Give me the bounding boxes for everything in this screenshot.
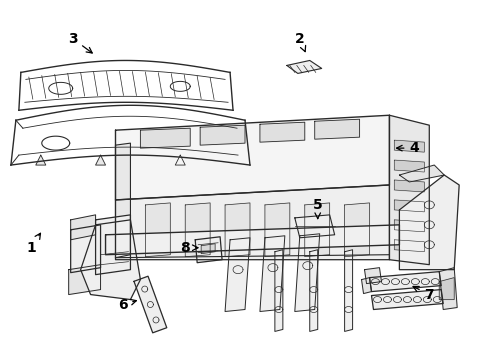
Polygon shape	[264, 203, 289, 257]
Text: 1: 1	[26, 233, 41, 255]
Polygon shape	[294, 215, 334, 238]
Text: 7: 7	[412, 287, 433, 302]
Polygon shape	[260, 236, 285, 311]
Polygon shape	[394, 160, 424, 172]
Polygon shape	[344, 203, 369, 257]
Polygon shape	[224, 238, 249, 311]
Polygon shape	[274, 250, 282, 332]
Polygon shape	[294, 234, 319, 311]
Polygon shape	[394, 140, 424, 152]
Polygon shape	[71, 225, 101, 273]
Polygon shape	[314, 119, 359, 139]
Polygon shape	[115, 115, 388, 200]
Polygon shape	[68, 265, 101, 294]
Polygon shape	[364, 268, 381, 284]
Polygon shape	[71, 215, 95, 240]
Text: 5: 5	[312, 198, 322, 219]
Polygon shape	[438, 268, 456, 310]
Polygon shape	[361, 278, 371, 293]
Polygon shape	[95, 155, 105, 165]
Polygon shape	[394, 240, 424, 252]
Polygon shape	[201, 244, 215, 254]
Polygon shape	[304, 203, 329, 257]
Polygon shape	[81, 220, 140, 300]
Polygon shape	[95, 215, 130, 275]
Polygon shape	[286, 60, 321, 73]
Polygon shape	[140, 128, 190, 148]
Polygon shape	[115, 185, 388, 260]
Text: 3: 3	[68, 32, 92, 53]
Polygon shape	[36, 155, 46, 165]
Polygon shape	[394, 220, 424, 232]
Polygon shape	[394, 180, 424, 192]
Polygon shape	[175, 155, 185, 165]
Polygon shape	[195, 237, 222, 263]
Polygon shape	[224, 203, 249, 257]
Polygon shape	[388, 115, 428, 265]
Polygon shape	[371, 289, 442, 310]
Polygon shape	[344, 250, 352, 332]
Text: 6: 6	[118, 297, 136, 311]
Polygon shape	[134, 276, 166, 333]
Text: 2: 2	[294, 32, 305, 52]
Polygon shape	[145, 203, 170, 257]
Polygon shape	[399, 175, 458, 270]
Polygon shape	[200, 125, 244, 145]
Text: 8: 8	[180, 241, 198, 255]
Polygon shape	[309, 250, 317, 332]
Polygon shape	[399, 165, 443, 182]
Polygon shape	[115, 143, 130, 258]
Polygon shape	[394, 200, 424, 212]
Text: 4: 4	[396, 141, 418, 155]
Polygon shape	[438, 278, 453, 300]
Polygon shape	[369, 272, 440, 292]
Polygon shape	[185, 203, 210, 257]
Polygon shape	[105, 225, 399, 255]
Polygon shape	[260, 122, 304, 142]
